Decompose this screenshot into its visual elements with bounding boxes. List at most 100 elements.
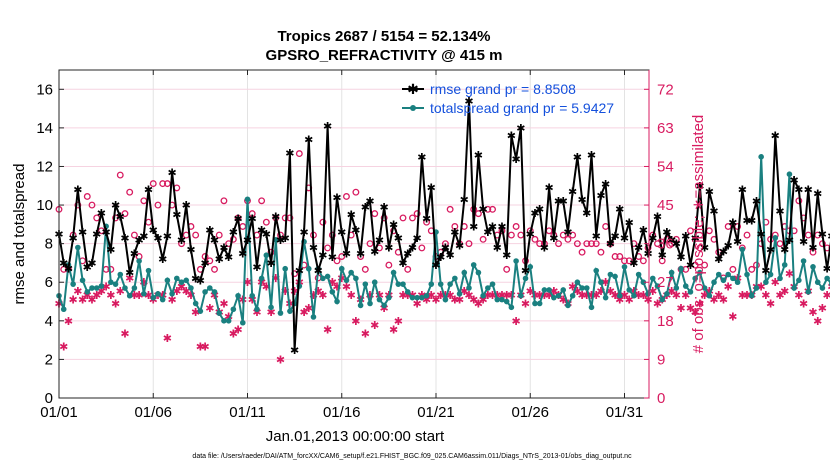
totalspread-point <box>442 296 449 303</box>
obs-assimilated-point: ✱ <box>724 282 733 294</box>
rmse-point: ✱ <box>299 227 308 239</box>
legend-spread-label: totalspread grand pr = 5.9427 <box>430 100 614 116</box>
obs-possible-point <box>588 240 595 248</box>
obs-assimilated-point: ✱ <box>672 290 681 302</box>
obs-assimilated-point: ✱ <box>813 316 822 328</box>
obs-assimilated-point: ✱ <box>328 277 337 289</box>
totalspread-point <box>725 271 731 278</box>
rmse-point: ✱ <box>587 150 596 162</box>
rmse-point: ✱ <box>186 244 195 256</box>
obs-assimilated-point: ✱ <box>681 290 690 302</box>
obs-possible-point <box>352 188 360 196</box>
totalspread-point <box>89 285 95 291</box>
rmse-point: ✱ <box>497 221 506 233</box>
obs-assimilated-point: ✱ <box>167 294 176 306</box>
obs-possible-point <box>583 240 591 248</box>
rmse-point: ✱ <box>502 250 511 262</box>
obs-assimilated-point: ✱ <box>309 290 318 302</box>
obs-assimilated-point: ✱ <box>549 286 558 298</box>
obs-assimilated-point: ✱ <box>540 290 549 302</box>
rmse-point: ✱ <box>724 241 733 253</box>
rmse-point: ✱ <box>257 225 266 237</box>
x-tick-label: 01/16 <box>323 404 361 421</box>
obs-assimilated-point: ✱ <box>606 286 615 298</box>
obs-assimilated-point: ✱ <box>620 290 629 302</box>
rmse-point: ✱ <box>248 214 257 226</box>
rmse-point: ✱ <box>559 196 568 208</box>
obs-possible-point <box>295 150 303 158</box>
totalspread-point <box>159 296 166 303</box>
totalspread-point <box>348 269 354 276</box>
series-layer: ✱✱✱✱✱✱✱✱✱✱✱✱✱✱✱✱✱✱✱✱ ✱✱✱✱✱✱✱✱✱✱✱✱✱✱✱✱✱✱✱✱… <box>54 96 830 366</box>
obs-possible-point <box>489 205 496 213</box>
legend-rmse-label: rmse grand pr = 8.8508 <box>430 81 576 97</box>
totalspread-point <box>188 285 194 291</box>
totalspread-point <box>753 285 760 291</box>
obs-assimilated-point: ✱ <box>643 294 652 306</box>
y-tick-label-right: 9 <box>657 351 665 368</box>
rmse-point: ✱ <box>460 194 469 206</box>
obs-assimilated-point: ✱ <box>709 294 718 306</box>
obs-assimilated-point: ✱ <box>705 286 714 298</box>
totalspread-point <box>174 275 180 282</box>
totalspread-point <box>720 277 727 284</box>
obs-possible-point <box>776 240 784 248</box>
totalspread-point <box>621 264 628 270</box>
obs-assimilated-point: ✱ <box>135 290 144 302</box>
obs-assimilated-point: ✱ <box>610 290 619 302</box>
totalspread-point <box>258 275 265 282</box>
y-axis-label-right: # of obs: o=possible; ∗=assimilated <box>690 115 707 354</box>
y-tick-label-right: 45 <box>657 197 674 214</box>
totalspread-point <box>565 302 571 309</box>
obs-assimilated-point: ✱ <box>738 290 747 302</box>
totalspread-point <box>206 285 213 291</box>
rmse-point: ✱ <box>422 214 431 226</box>
totalspread-point <box>93 285 100 291</box>
obs-possible-point <box>126 188 134 196</box>
rmse-point: ✱ <box>111 200 120 212</box>
rmse-point: ✱ <box>658 250 667 262</box>
obs-possible-point <box>149 180 157 188</box>
obs-assimilated-point: ✱ <box>615 294 624 306</box>
rmse-point: ✱ <box>757 229 766 241</box>
obs-possible-point <box>639 257 647 265</box>
obs-possible-point <box>474 210 482 218</box>
obs-assimilated-point: ✱ <box>601 277 610 289</box>
totalspread-point <box>423 292 430 299</box>
obs-possible-point <box>536 240 544 248</box>
totalspread-point <box>489 281 496 287</box>
rmse-point: ✱ <box>295 266 304 278</box>
obs-assimilated-point: ✱ <box>200 342 209 354</box>
obs-assimilated-point: ✱ <box>455 294 464 306</box>
rmse-point: ✱ <box>394 233 403 245</box>
obs-assimilated-point: ✱ <box>233 324 242 336</box>
rmse-point: ✱ <box>144 185 153 197</box>
rmse-point: ✱ <box>73 185 82 197</box>
rmse-point: ✱ <box>535 204 544 216</box>
totalspread-point <box>678 265 684 272</box>
obs-assimilated-point: ✱ <box>191 307 200 319</box>
totalspread-point <box>235 292 241 299</box>
totalspread-point <box>192 300 199 307</box>
rmse-point: ✱ <box>290 345 299 357</box>
totalspread-point <box>692 275 698 282</box>
totalspread-point <box>777 275 783 282</box>
totalspread-point <box>810 264 816 270</box>
rmse-point: ✱ <box>804 185 813 197</box>
obs-assimilated-point: ✱ <box>742 290 751 302</box>
obs-assimilated-point: ✱ <box>766 299 775 311</box>
totalspread-point <box>645 291 651 297</box>
rmse-point: ✱ <box>606 239 615 251</box>
obs-possible-point <box>399 214 407 222</box>
totalspread-point <box>183 277 190 284</box>
totalspread-point <box>320 275 326 282</box>
obs-assimilated-point: ✱ <box>177 282 186 294</box>
totalspread-point <box>221 318 227 324</box>
totalspread-point <box>480 292 486 299</box>
totalspread-point <box>136 258 142 264</box>
rmse-point: ✱ <box>243 235 252 247</box>
obs-possible-point <box>573 240 581 248</box>
totalspread-point <box>216 310 223 316</box>
totalspread-point <box>447 281 453 287</box>
obs-possible-point <box>408 214 416 222</box>
